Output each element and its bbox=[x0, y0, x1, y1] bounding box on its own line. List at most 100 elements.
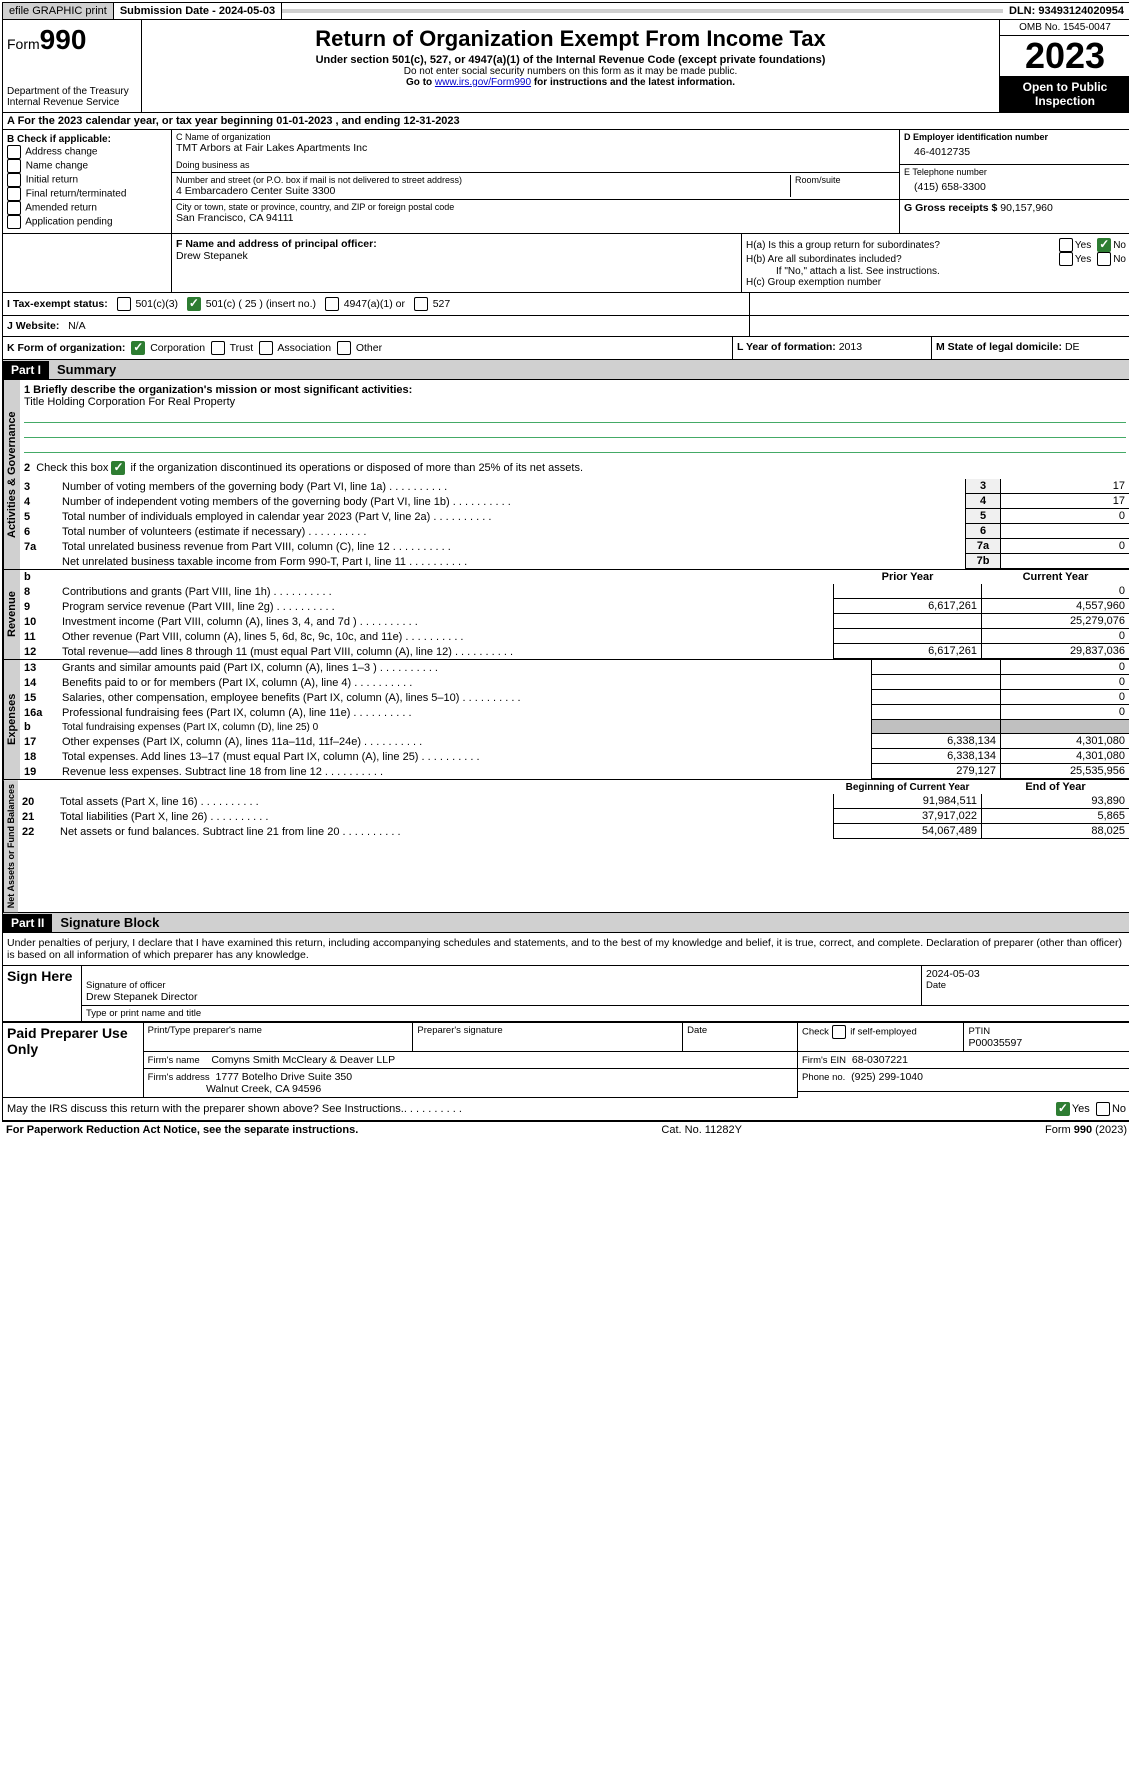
form-header: Form990 Department of the Treasury Inter… bbox=[2, 20, 1129, 113]
footer-left: For Paperwork Reduction Act Notice, see … bbox=[6, 1124, 358, 1136]
website-label: J Website: bbox=[7, 320, 59, 332]
goto-note: Go to www.irs.gov/Form990 for instructio… bbox=[146, 77, 995, 88]
phone-value: (925) 299-1040 bbox=[851, 1071, 923, 1083]
hb-no-checkbox[interactable] bbox=[1097, 252, 1111, 266]
self-employed-checkbox[interactable] bbox=[832, 1025, 846, 1039]
officer-label: F Name and address of principal officer: bbox=[176, 238, 377, 250]
firm-name-value: Comyns Smith McCleary & Deaver LLP bbox=[211, 1054, 395, 1066]
corp-checkbox[interactable] bbox=[131, 341, 145, 355]
assoc-checkbox[interactable] bbox=[259, 341, 273, 355]
box-b-option[interactable]: Initial return bbox=[7, 173, 167, 187]
part1-bar: Part I Summary bbox=[2, 360, 1129, 380]
box-m: M State of legal domicile: DE bbox=[931, 337, 1129, 359]
part1-hdr: Part I bbox=[3, 361, 49, 379]
discuss-no-checkbox[interactable] bbox=[1096, 1102, 1110, 1116]
box-deg: D Employer identification number 46-4012… bbox=[899, 130, 1129, 233]
section-expenses: Expenses 13Grants and similar amounts pa… bbox=[2, 660, 1129, 780]
vlabel-revenue: Revenue bbox=[3, 570, 20, 659]
box-g: G Gross receipts $ 90,157,960 bbox=[900, 200, 1129, 216]
tel-label: E Telephone number bbox=[904, 167, 1126, 177]
box-b-option[interactable]: Amended return bbox=[7, 201, 167, 215]
footer-right: Form 990 (2023) bbox=[1045, 1124, 1127, 1136]
org-name: TMT Arbors at Fair Lakes Apartments Inc bbox=[176, 142, 895, 154]
table-row: 22Net assets or fund balances. Subtract … bbox=[18, 824, 1129, 839]
table-row: 3Number of voting members of the governi… bbox=[20, 479, 1129, 494]
section-netassets: Net Assets or Fund Balances Beginning of… bbox=[2, 780, 1129, 913]
527-label: 527 bbox=[433, 298, 451, 310]
section-revenue: Revenue bPrior YearCurrent Year8Contribu… bbox=[2, 570, 1129, 660]
box-b-option[interactable]: Final return/terminated bbox=[7, 187, 167, 201]
footer-mid: Cat. No. 11282Y bbox=[661, 1124, 742, 1136]
prep-date-label: Date bbox=[683, 1023, 798, 1052]
dept-treasury: Department of the Treasury bbox=[7, 86, 137, 97]
table-row: 9Program service revenue (Part VIII, lin… bbox=[20, 599, 1129, 614]
netassets-table: Beginning of Current YearEnd of Year20To… bbox=[18, 780, 1129, 839]
city-value: San Francisco, CA 94111 bbox=[176, 212, 895, 224]
sig-date-value: 2024-05-03 bbox=[926, 968, 1126, 980]
ha-yes-checkbox[interactable] bbox=[1059, 238, 1073, 252]
self-employed-cell: Check if self-employed bbox=[798, 1023, 964, 1052]
box-j: J Website: N/A bbox=[3, 316, 750, 336]
4947-checkbox[interactable] bbox=[325, 297, 339, 311]
city-cell: City or town, state or province, country… bbox=[172, 200, 899, 226]
table-row: 5Total number of individuals employed in… bbox=[20, 509, 1129, 524]
trust-checkbox[interactable] bbox=[211, 341, 225, 355]
sign-here-label: Sign Here bbox=[3, 966, 82, 1022]
ha-no-checkbox[interactable] bbox=[1097, 238, 1111, 252]
box-b-option[interactable]: Application pending bbox=[7, 215, 167, 229]
501c-checkbox[interactable] bbox=[187, 297, 201, 311]
box-c: C Name of organization TMT Arbors at Fai… bbox=[172, 130, 899, 233]
527-checkbox[interactable] bbox=[414, 297, 428, 311]
header-right: OMB No. 1545-0047 2023 Open to Public In… bbox=[999, 20, 1129, 112]
box-d: D Employer identification number 46-4012… bbox=[900, 130, 1129, 165]
other-checkbox[interactable] bbox=[337, 341, 351, 355]
mission-line-1 bbox=[24, 408, 1126, 423]
governance-table: 3Number of voting members of the governi… bbox=[20, 479, 1129, 569]
corp-label: Corporation bbox=[150, 342, 205, 354]
j-right bbox=[750, 316, 1129, 336]
discuss-dots bbox=[404, 1103, 1056, 1115]
discuss-label: May the IRS discuss this return with the… bbox=[7, 1103, 404, 1115]
501c3-checkbox[interactable] bbox=[117, 297, 131, 311]
box-h: H(a) Is this a group return for subordin… bbox=[742, 234, 1129, 292]
signature-table: Sign Here Signature of officer Drew Step… bbox=[2, 966, 1129, 1022]
tax-status-label: I Tax-exempt status: bbox=[7, 298, 108, 310]
vlabel-netassets: Net Assets or Fund Balances bbox=[3, 780, 18, 912]
line-a: A For the 2023 calendar year, or tax yea… bbox=[2, 113, 1129, 130]
assoc-label: Association bbox=[277, 342, 331, 354]
table-row: 6Total number of volunteers (estimate if… bbox=[20, 524, 1129, 539]
firm-addr-cell: Firm's address 1777 Botelho Drive Suite … bbox=[143, 1069, 797, 1098]
line-a-mid: , and ending bbox=[336, 115, 404, 127]
sig-officer-cell: Signature of officer Drew Stepanek Direc… bbox=[82, 966, 922, 1006]
box-b-option[interactable]: Name change bbox=[7, 159, 167, 173]
line2-checkbox[interactable] bbox=[111, 461, 125, 475]
tax-year: 2023 bbox=[1000, 36, 1129, 76]
line-a-pre: A For the 2023 calendar year, or tax yea… bbox=[7, 115, 276, 127]
box-b-option[interactable]: Address change bbox=[7, 145, 167, 159]
501c-label: 501(c) ( 25 ) (insert no.) bbox=[206, 298, 316, 310]
h-continued bbox=[750, 293, 1129, 315]
501c3-label: 501(c)(3) bbox=[135, 298, 178, 310]
hb-yes-checkbox[interactable] bbox=[1059, 252, 1073, 266]
part2-title: Signature Block bbox=[52, 913, 167, 932]
year-formation-value: 2013 bbox=[839, 341, 862, 353]
perjury-declaration: Under penalties of perjury, I declare th… bbox=[2, 933, 1129, 966]
form-title: Return of Organization Exempt From Incom… bbox=[146, 26, 995, 52]
irs-link[interactable]: www.irs.gov/Form990 bbox=[435, 77, 531, 88]
table-row: 10Investment income (Part VIII, column (… bbox=[20, 614, 1129, 629]
firm-phone-cell: Phone no. (925) 299-1040 bbox=[798, 1069, 1129, 1092]
box-f: F Name and address of principal officer:… bbox=[171, 234, 742, 292]
vlabel-expenses: Expenses bbox=[3, 660, 20, 779]
org-name-cell: C Name of organization TMT Arbors at Fai… bbox=[172, 130, 899, 173]
org-name-label: C Name of organization bbox=[176, 132, 895, 142]
header-mid: Return of Organization Exempt From Incom… bbox=[142, 20, 999, 112]
efile-label: efile GRAPHIC print bbox=[3, 3, 114, 19]
firm-ein-cell: Firm's EIN 68-0307221 bbox=[798, 1052, 1129, 1069]
table-row: 19Revenue less expenses. Subtract line 1… bbox=[20, 764, 1129, 779]
form-number: 990 bbox=[40, 24, 87, 55]
firm-ein-value: 68-0307221 bbox=[852, 1054, 908, 1066]
discuss-yes-checkbox[interactable] bbox=[1056, 1102, 1070, 1116]
dba-label: Doing business as bbox=[176, 160, 895, 170]
sig-officer-value: Drew Stepanek Director bbox=[86, 991, 917, 1003]
submission-label: Submission Date - bbox=[120, 5, 219, 17]
